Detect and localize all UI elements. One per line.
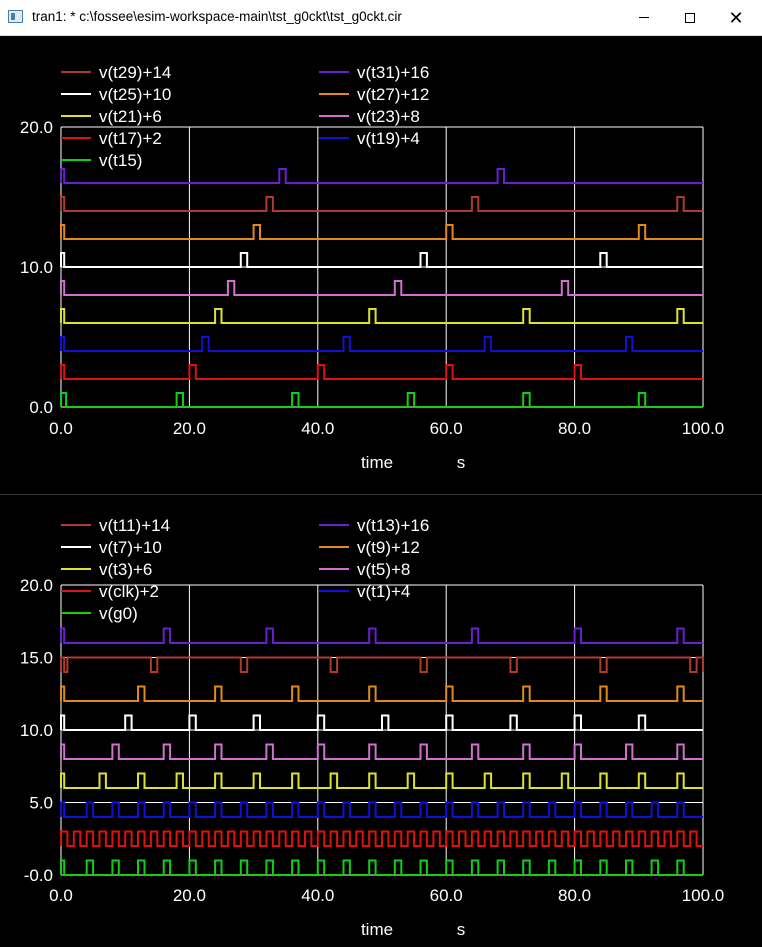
- app-icon: [8, 10, 23, 23]
- legend-label: v(t11)+14: [99, 516, 170, 535]
- y-tick-label: 20.0: [20, 576, 53, 595]
- legend-label: v(t9)+12: [357, 538, 420, 557]
- x-tick-label: 40.0: [301, 419, 334, 438]
- legend-label: v(t3)+6: [99, 560, 152, 579]
- x-tick-label: 0.0: [49, 419, 73, 438]
- series-line: [60, 859, 703, 876]
- close-button[interactable]: ✕: [713, 0, 759, 35]
- legend-label: v(t15): [99, 151, 142, 170]
- series-line: [60, 801, 703, 818]
- y-tick-label: 10.0: [20, 258, 53, 277]
- series-line: [60, 168, 703, 184]
- close-icon: ✕: [728, 7, 744, 28]
- legend-label: v(t7)+10: [99, 538, 162, 557]
- series-line: [60, 224, 703, 240]
- plot-panel-1: 0.0 20.0 40.0 60.0 80.0 100.0 0.0 10.0 20.0 time s…: [0, 36, 762, 494]
- x-tick-label: 40.0: [301, 886, 334, 905]
- series-line: [60, 392, 703, 408]
- series-line: [60, 685, 703, 702]
- legend-label: v(g0): [99, 604, 138, 623]
- minimize-icon: [639, 17, 649, 18]
- x-axis-unit: s: [457, 920, 466, 939]
- waveform-chart-1[interactable]: 0.0 20.0 40.0 60.0 80.0 100.0 0.0 10.0 20.0 time s…: [0, 36, 762, 494]
- x-tick-label: 100.0: [682, 886, 725, 905]
- y-tick-label: 5.0: [29, 794, 53, 813]
- legend-label: v(t13)+16: [357, 516, 429, 535]
- legend-label: v(t27)+12: [357, 85, 429, 104]
- legend-label: v(t17)+2: [99, 129, 162, 148]
- x-tick-label: 80.0: [558, 886, 591, 905]
- x-tick-label: 60.0: [430, 419, 463, 438]
- series-line: [60, 364, 703, 380]
- panel-divider: [0, 494, 762, 495]
- legend-label: v(clk)+2: [99, 582, 159, 601]
- x-tick-label: 20.0: [173, 419, 206, 438]
- waveform-chart-2[interactable]: 0.0 20.0 40.0 60.0 80.0 100.0 -0.0 5.0 10.0 15.0 2…: [0, 495, 762, 947]
- minimize-button[interactable]: [621, 0, 667, 35]
- y-tick-label: 0.0: [29, 398, 53, 417]
- window-title: tran1: * c:\fossee\esim-workspace-main\t…: [32, 9, 402, 24]
- x-tick-label: 80.0: [558, 419, 591, 438]
- legend-label: v(t31)+16: [357, 63, 429, 82]
- series-line: [60, 280, 703, 296]
- maximize-icon: [685, 12, 695, 23]
- series-line: [60, 714, 703, 731]
- series-line: [60, 830, 703, 847]
- plot-panel-2: 0.0 20.0 40.0 60.0 80.0 100.0 -0.0 5.0 10.0 15.0 2…: [0, 495, 762, 947]
- series-line: [60, 308, 703, 324]
- series-line: [60, 656, 704, 673]
- x-tick-label: 0.0: [49, 886, 73, 905]
- maximize-button[interactable]: [667, 0, 713, 35]
- series-line: [60, 252, 703, 268]
- series-line: [60, 336, 703, 352]
- legend-label: v(t25)+10: [99, 85, 171, 104]
- series-line: [60, 772, 703, 789]
- x-axis-label: time: [361, 453, 393, 472]
- x-axis-label: time: [361, 920, 393, 939]
- legend-label: v(t29)+14: [99, 63, 171, 82]
- series-line: [60, 743, 703, 760]
- legend-label: v(t23)+8: [357, 107, 420, 126]
- legend-label: v(t1)+4: [357, 582, 410, 601]
- y-tick-label: 15.0: [20, 649, 53, 668]
- legend-label: v(t5)+8: [357, 560, 410, 579]
- x-tick-label: 20.0: [173, 886, 206, 905]
- y-tick-label: 20.0: [20, 118, 53, 137]
- series-line: [60, 196, 703, 212]
- series-line: [60, 627, 703, 644]
- y-tick-label: -0.0: [24, 866, 53, 885]
- legend-label: v(t19)+4: [357, 129, 420, 148]
- x-axis-unit: s: [457, 453, 466, 472]
- legend-label: v(t21)+6: [99, 107, 162, 126]
- x-tick-label: 100.0: [682, 419, 725, 438]
- window-titlebar: tran1: * c:\fossee\esim-workspace-main\t…: [0, 0, 762, 36]
- y-tick-label: 10.0: [20, 721, 53, 740]
- x-tick-label: 60.0: [430, 886, 463, 905]
